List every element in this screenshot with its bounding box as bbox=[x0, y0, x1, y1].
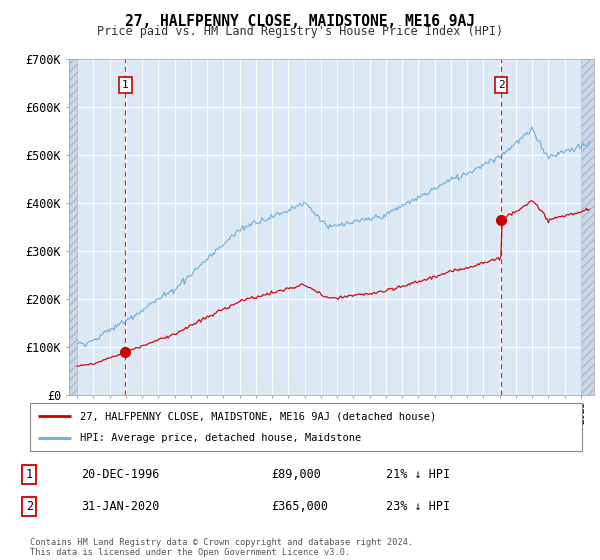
Text: £365,000: £365,000 bbox=[271, 500, 328, 513]
Text: 31-JAN-2020: 31-JAN-2020 bbox=[81, 500, 160, 513]
Text: 20-DEC-1996: 20-DEC-1996 bbox=[81, 468, 160, 481]
Text: 21% ↓ HPI: 21% ↓ HPI bbox=[386, 468, 451, 481]
Text: Contains HM Land Registry data © Crown copyright and database right 2024.
This d: Contains HM Land Registry data © Crown c… bbox=[30, 538, 413, 557]
Text: Price paid vs. HM Land Registry's House Price Index (HPI): Price paid vs. HM Land Registry's House … bbox=[97, 25, 503, 38]
Text: HPI: Average price, detached house, Maidstone: HPI: Average price, detached house, Maid… bbox=[80, 433, 361, 443]
FancyBboxPatch shape bbox=[30, 403, 582, 451]
Text: 27, HALFPENNY CLOSE, MAIDSTONE, ME16 9AJ: 27, HALFPENNY CLOSE, MAIDSTONE, ME16 9AJ bbox=[125, 14, 475, 29]
Text: £89,000: £89,000 bbox=[271, 468, 321, 481]
Text: 2: 2 bbox=[497, 80, 505, 90]
Text: 1: 1 bbox=[26, 468, 33, 481]
Text: 1: 1 bbox=[122, 80, 129, 90]
Text: 2: 2 bbox=[26, 500, 33, 513]
Text: 23% ↓ HPI: 23% ↓ HPI bbox=[386, 500, 451, 513]
Text: 27, HALFPENNY CLOSE, MAIDSTONE, ME16 9AJ (detached house): 27, HALFPENNY CLOSE, MAIDSTONE, ME16 9AJ… bbox=[80, 411, 436, 421]
